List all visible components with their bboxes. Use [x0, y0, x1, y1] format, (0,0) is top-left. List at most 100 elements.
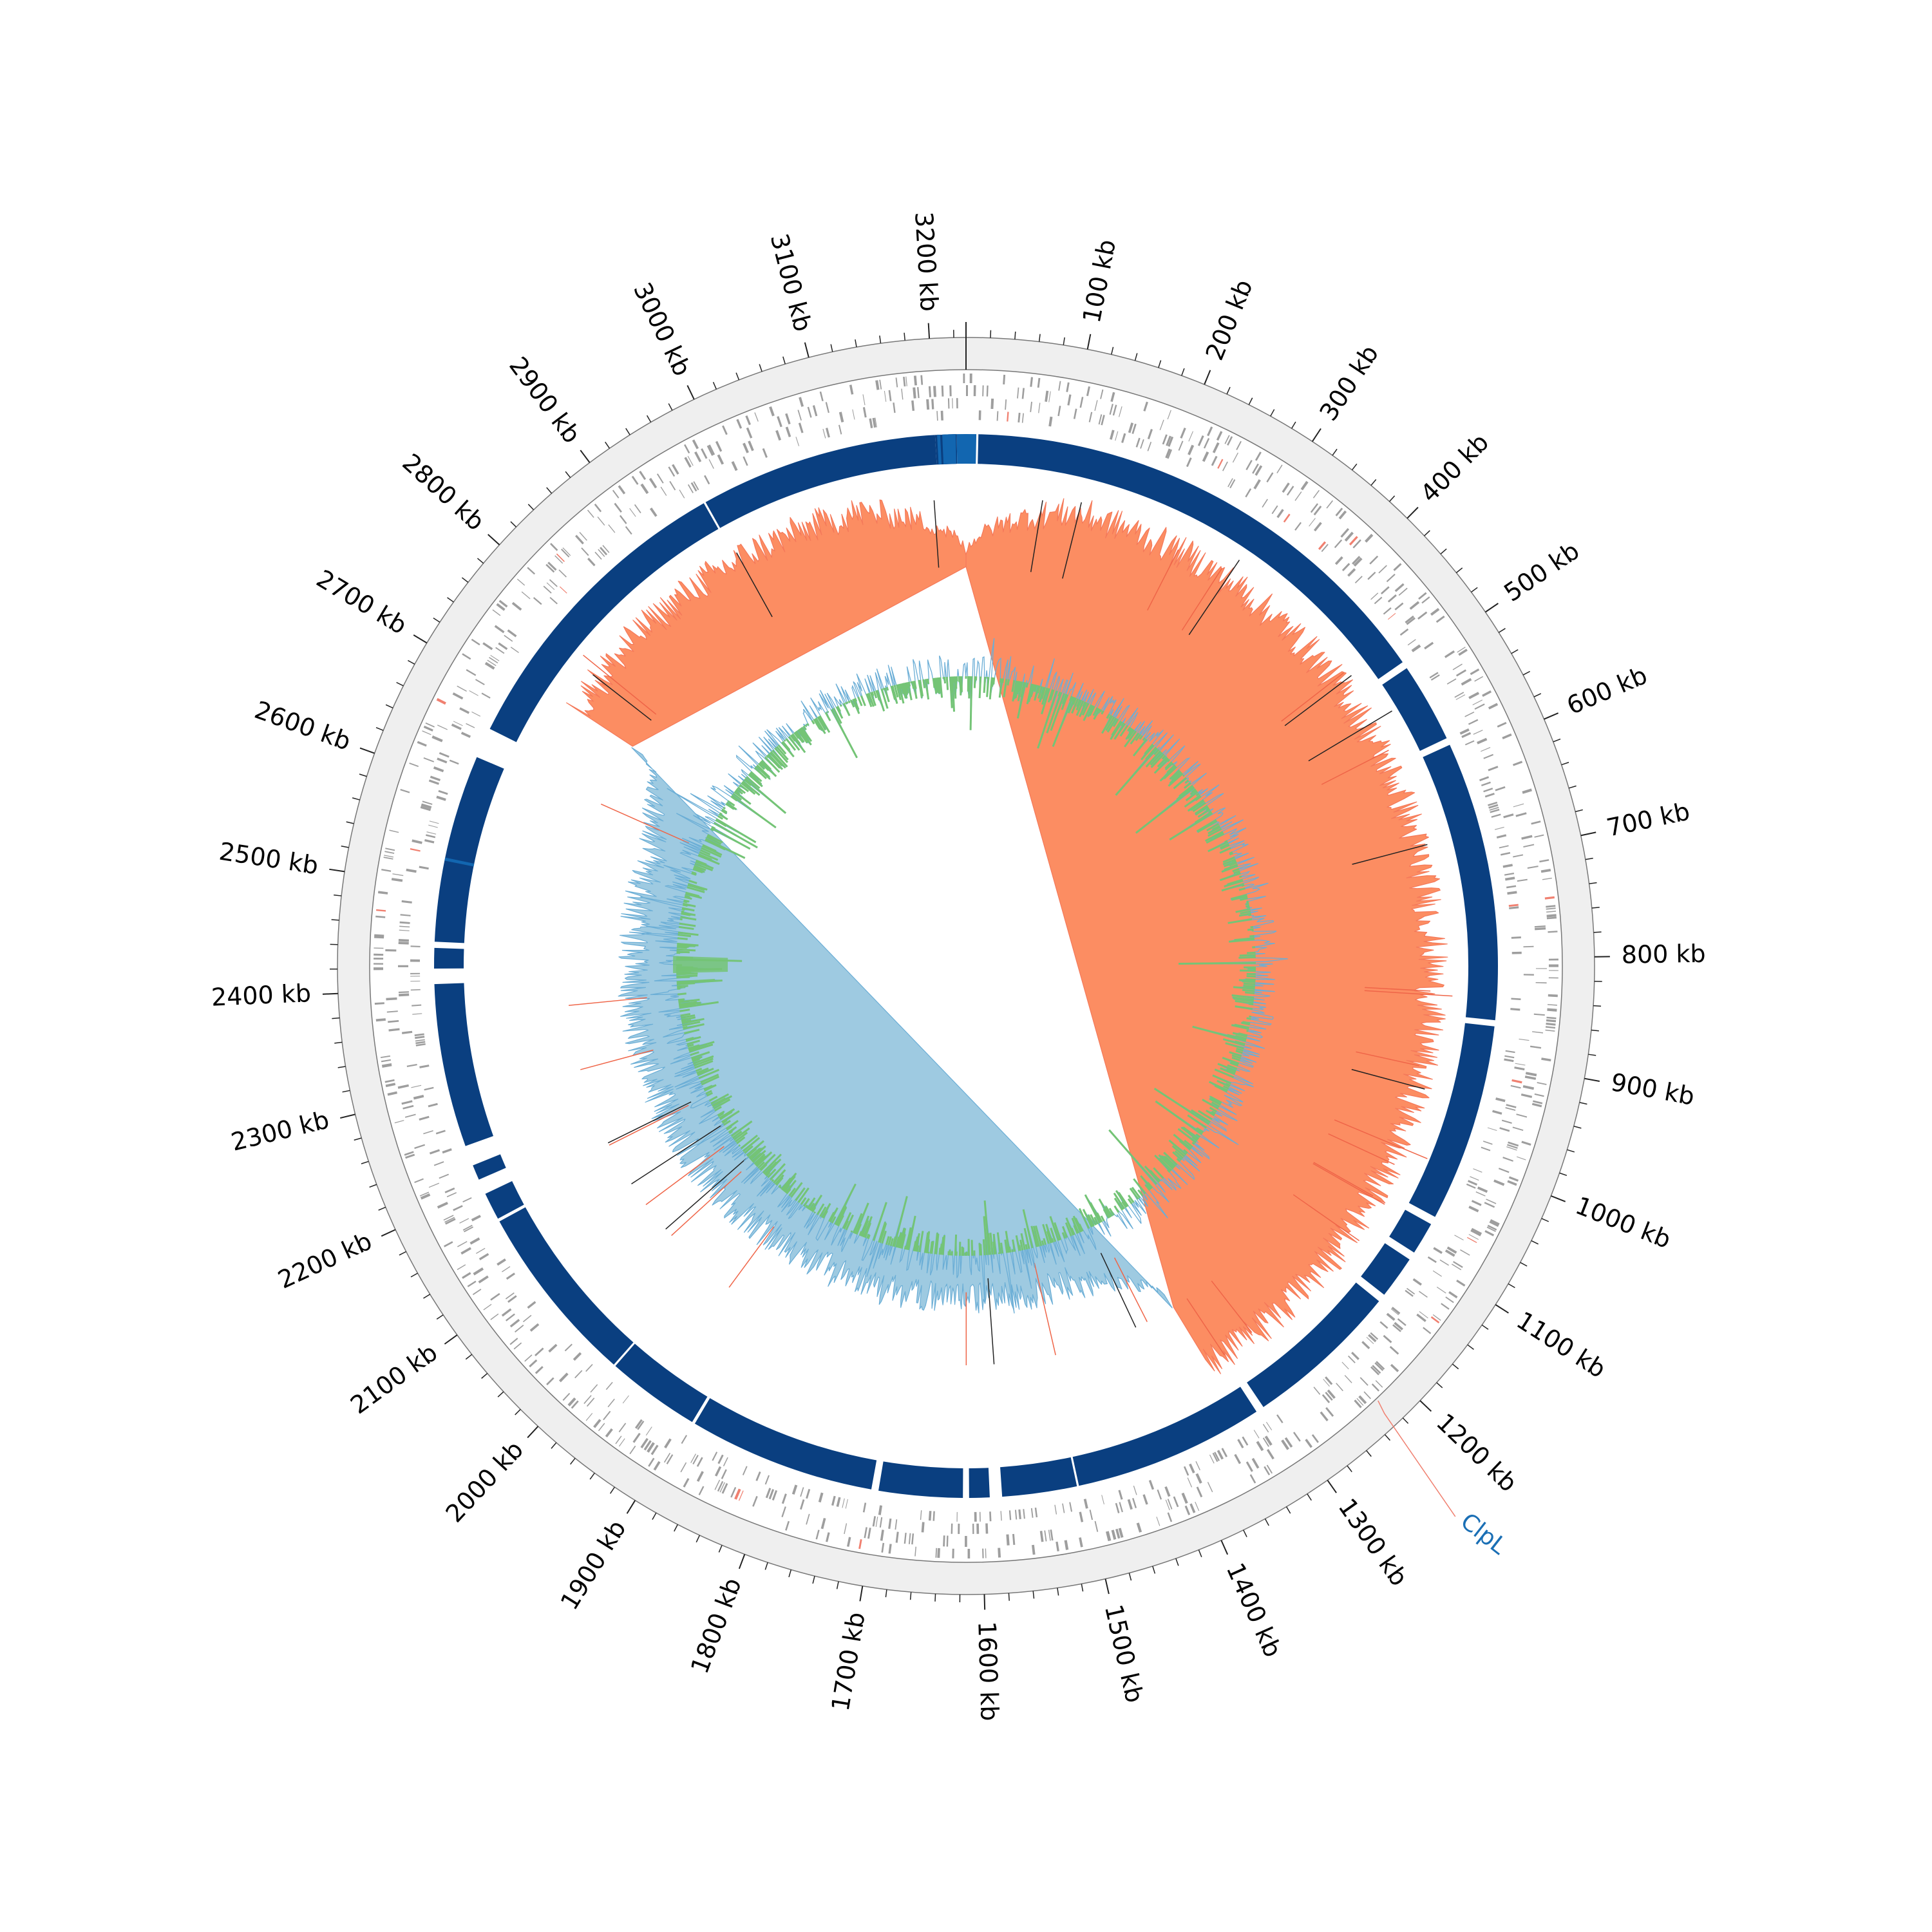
minor-tick — [1531, 1240, 1539, 1245]
gene-block — [1321, 1394, 1331, 1403]
gene-block — [696, 1471, 704, 1482]
gene-block — [1386, 573, 1396, 582]
gene-block — [1537, 1082, 1547, 1085]
minor-tick — [1081, 1584, 1084, 1592]
gene-block — [436, 697, 446, 705]
gene-block — [466, 668, 477, 676]
gene-block — [1445, 1296, 1454, 1303]
gene-block — [561, 549, 570, 558]
gene-block — [598, 1423, 605, 1432]
gc-skew-spike — [1334, 1119, 1428, 1159]
gene-block — [417, 741, 427, 747]
gene-block — [1037, 377, 1041, 388]
gene-block — [1458, 649, 1468, 656]
gene-block — [1407, 639, 1416, 646]
gene-block — [1217, 459, 1224, 469]
gene-block — [1178, 440, 1184, 451]
gene-block — [462, 1224, 473, 1231]
gene-block — [587, 509, 594, 518]
gene-block — [484, 661, 495, 670]
gene-block — [1168, 436, 1174, 447]
gene-block — [1094, 1520, 1099, 1532]
gene-block — [1014, 1510, 1018, 1520]
minor-tick — [378, 1206, 386, 1211]
gene-block — [1499, 845, 1509, 849]
gene-block — [931, 399, 934, 410]
gc-skew-spike — [1321, 750, 1389, 785]
gene-block — [1504, 1055, 1515, 1059]
gene-block — [888, 390, 892, 401]
gene-block — [385, 848, 395, 851]
gene-block — [399, 925, 410, 928]
gene-block — [410, 972, 421, 975]
gene-block — [1214, 1452, 1220, 1461]
tick-label: 200 kb — [1200, 276, 1258, 365]
gene-block — [1183, 1466, 1189, 1476]
gene-block — [1101, 415, 1105, 426]
minor-tick — [1553, 738, 1561, 743]
gene-block — [895, 1519, 898, 1530]
gene-block — [1421, 596, 1430, 604]
gc-skew-spike — [1313, 1162, 1374, 1197]
gene-block — [1264, 1435, 1273, 1446]
gene-block — [1534, 925, 1546, 928]
gene-block — [1546, 911, 1557, 913]
tick-label: 100 kb — [1077, 237, 1121, 325]
gene-block — [1256, 1441, 1264, 1452]
minor-tick — [668, 403, 673, 411]
gene-block — [420, 806, 431, 811]
gene-block — [405, 1153, 415, 1159]
major-tick — [1311, 428, 1321, 442]
gene-block — [800, 1499, 805, 1510]
gene-block — [413, 1094, 424, 1100]
gene-block — [1490, 808, 1500, 813]
gene-block — [1491, 813, 1501, 818]
gene-block — [374, 967, 384, 971]
gene-block — [1510, 1008, 1520, 1011]
gene-block — [597, 516, 605, 526]
gene-block — [820, 1517, 826, 1530]
gene-block — [1548, 958, 1558, 961]
gene-block — [509, 1319, 520, 1328]
gene-block — [687, 484, 694, 493]
gene-block — [1159, 419, 1164, 431]
alignment-block — [1000, 1457, 1077, 1497]
gene-block — [460, 732, 471, 738]
gene-block — [453, 1205, 463, 1211]
tick-label: 2800 kb — [397, 448, 489, 536]
gene-block — [631, 475, 639, 485]
gene-block — [414, 1178, 424, 1183]
tick-label: 1900 kb — [555, 1515, 632, 1615]
gene-block — [439, 752, 450, 758]
gc-skew-spike — [1293, 1194, 1360, 1242]
gene-block — [1455, 694, 1466, 700]
gene-block — [444, 1187, 455, 1193]
minor-tick — [1579, 1102, 1587, 1105]
gene-block — [1369, 555, 1379, 565]
minor-tick — [527, 504, 535, 511]
gene-block — [926, 399, 930, 410]
gene-block — [1062, 1503, 1065, 1513]
gene-block — [457, 1241, 468, 1247]
minor-tick — [1264, 1519, 1269, 1526]
gene-block — [1470, 668, 1480, 676]
gene-block — [1390, 1308, 1399, 1316]
gene-block — [978, 410, 981, 421]
alignment-block — [694, 1398, 877, 1490]
gene-block — [1515, 812, 1527, 817]
gene-block — [721, 1482, 728, 1494]
gene-block — [381, 869, 392, 872]
major-tick — [381, 1229, 396, 1237]
gene-block — [1439, 1259, 1449, 1266]
minor-tick — [1248, 397, 1253, 405]
gc-skew-spike — [609, 1104, 689, 1146]
gene-block — [884, 390, 887, 402]
gene-block — [1253, 479, 1261, 489]
gene-block — [1281, 1439, 1289, 1450]
gene-block — [849, 384, 854, 395]
gc-skew-spike — [1181, 568, 1222, 631]
gene-block — [471, 1215, 481, 1222]
gene-block — [880, 1530, 884, 1541]
gene-block — [862, 1502, 867, 1513]
gene-block — [374, 953, 384, 956]
